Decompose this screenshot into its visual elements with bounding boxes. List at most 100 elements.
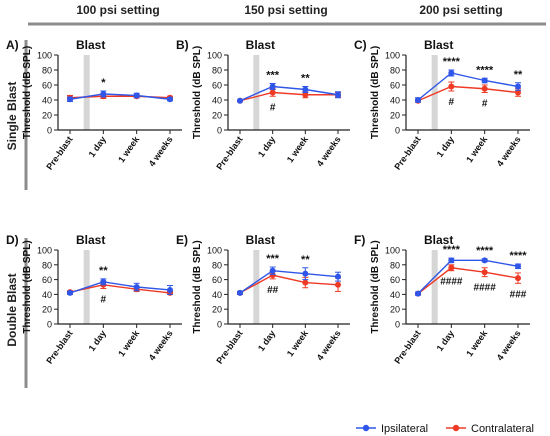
data-point	[302, 270, 309, 277]
x-tick-label: 1 week	[464, 328, 490, 359]
data-point	[269, 272, 276, 279]
y-tick-label: 0	[47, 126, 52, 136]
y-tick-label: 100	[385, 246, 400, 256]
data-point	[448, 257, 455, 264]
series-ipsilateral	[415, 69, 521, 103]
significance-hash: ###	[510, 289, 527, 300]
x-tick-label: 4 weeks	[495, 134, 523, 168]
x-tick-label: 1 week	[464, 134, 490, 165]
data-point	[515, 89, 521, 96]
y-tick-label: 20	[212, 305, 222, 315]
significance-hash: #	[449, 97, 455, 108]
y-tick-label: 80	[212, 260, 222, 270]
series-ipsilateral	[67, 90, 173, 103]
blast-label: Blast	[424, 233, 453, 247]
significance-star: **	[301, 73, 310, 85]
y-tick-label: 40	[390, 290, 400, 300]
panel-c: C) Blast 0 20 40 60 80 100 Threshold (dB SPL) Pre…	[354, 38, 530, 172]
x-tick-label: 1 day	[87, 328, 108, 353]
data-point	[133, 92, 140, 99]
series-line	[69, 281, 171, 294]
legend: Ipsilateral Contralateral	[356, 423, 534, 435]
y-tick-label: 20	[42, 305, 52, 315]
x-tick-label: 1 day	[87, 134, 108, 159]
panel-e: E) Blast 0 20 40 60 80 100 Threshold (dB SPL) Pre…	[176, 233, 350, 366]
panel-d: D) Blast 0 20 40 60 80 100 Threshold (dB SPL) Pre…	[6, 233, 182, 366]
significance-hash: ####	[474, 283, 497, 294]
y-tick-label: 80	[212, 66, 222, 76]
significance-star: ****	[509, 250, 527, 262]
x-tick-label: 4 weeks	[147, 328, 175, 362]
legend-entry-contralateral: Contralateral	[446, 423, 534, 435]
significance-star: **	[301, 254, 310, 266]
column-header-label: 100 psi setting	[76, 3, 159, 17]
blast-band	[253, 55, 260, 130]
legend-swatch-marker	[362, 424, 370, 432]
data-point	[167, 286, 173, 293]
panel-a: A) Blast 0 20 40 60 80 100 Threshold (dB SPL) Pre…	[6, 38, 182, 172]
blast-label: Blast	[424, 38, 453, 52]
panel-b: B) Blast 0 20 40 60 80 100 Threshold (dB SPL) Pre…	[176, 38, 350, 172]
y-tick-label: 0	[47, 320, 52, 330]
row-header-single-blast: Single Blast	[5, 40, 28, 190]
x-tick-label: Pre-blast	[392, 134, 422, 171]
series-line	[417, 259, 519, 295]
x-tick-label: 1 week	[116, 328, 142, 359]
y-tick-label: 40	[390, 96, 400, 106]
panel-letter: D)	[6, 233, 19, 247]
significance-star: ****	[443, 56, 461, 68]
panel-letter: E)	[176, 233, 188, 247]
panel-letter: F)	[354, 233, 365, 247]
data-point	[335, 91, 341, 98]
y-tick-label: 100	[37, 51, 52, 61]
y-tick-label: 60	[390, 81, 400, 91]
y-tick-label: 60	[212, 275, 222, 285]
significance-hash: #	[270, 102, 276, 113]
data-point	[481, 77, 488, 84]
significance-star: ****	[476, 245, 494, 257]
blast-label: Blast	[246, 233, 275, 247]
legend-swatch-marker	[452, 424, 460, 432]
data-point	[515, 83, 521, 90]
x-tick-label: 4 weeks	[315, 134, 343, 168]
data-point	[415, 97, 421, 103]
series-line	[239, 85, 339, 102]
data-point	[302, 279, 309, 286]
data-point	[515, 263, 521, 270]
x-tick-label: Pre-blast	[214, 328, 244, 365]
data-point	[100, 91, 107, 97]
y-tick-label: 40	[212, 290, 222, 300]
significance-hash: #	[482, 99, 488, 110]
data-point	[100, 278, 107, 285]
column-header-100psi: 100 psi setting	[28, 3, 210, 26]
x-tick-label: Pre-blast	[392, 328, 422, 365]
y-tick-label: 40	[42, 96, 52, 106]
y-axis-label: Threshold (dB SPL)	[22, 46, 33, 139]
data-point	[67, 289, 73, 296]
column-header-150psi: 150 psi setting	[200, 3, 372, 26]
y-tick-label: 100	[37, 246, 52, 256]
panel-letter: A)	[6, 38, 19, 52]
significance-star: ***	[266, 253, 280, 265]
y-tick-label: 100	[385, 51, 400, 61]
row-header-label: Double Blast	[5, 273, 19, 346]
significance-hash: #	[101, 294, 107, 305]
data-point	[133, 284, 140, 290]
series-contralateral	[415, 264, 521, 297]
data-point	[481, 257, 488, 264]
significance-hash: ####	[440, 277, 463, 288]
y-tick-label: 80	[390, 260, 400, 270]
data-point	[415, 290, 421, 297]
column-header-label: 200 psi setting	[419, 3, 502, 17]
row-header-label: Single Blast	[5, 82, 19, 151]
column-header-200psi: 200 psi setting	[372, 3, 546, 26]
series-ipsilateral	[237, 266, 341, 296]
series-ipsilateral	[67, 278, 173, 296]
y-tick-label: 40	[212, 96, 222, 106]
series-line	[417, 72, 519, 101]
y-axis-label: Threshold (dB SPL)	[370, 46, 381, 139]
data-point	[269, 89, 276, 96]
legend-label: Contralateral	[471, 423, 534, 435]
x-tick-label: 1 week	[116, 134, 142, 165]
blast-label: Blast	[246, 38, 275, 52]
